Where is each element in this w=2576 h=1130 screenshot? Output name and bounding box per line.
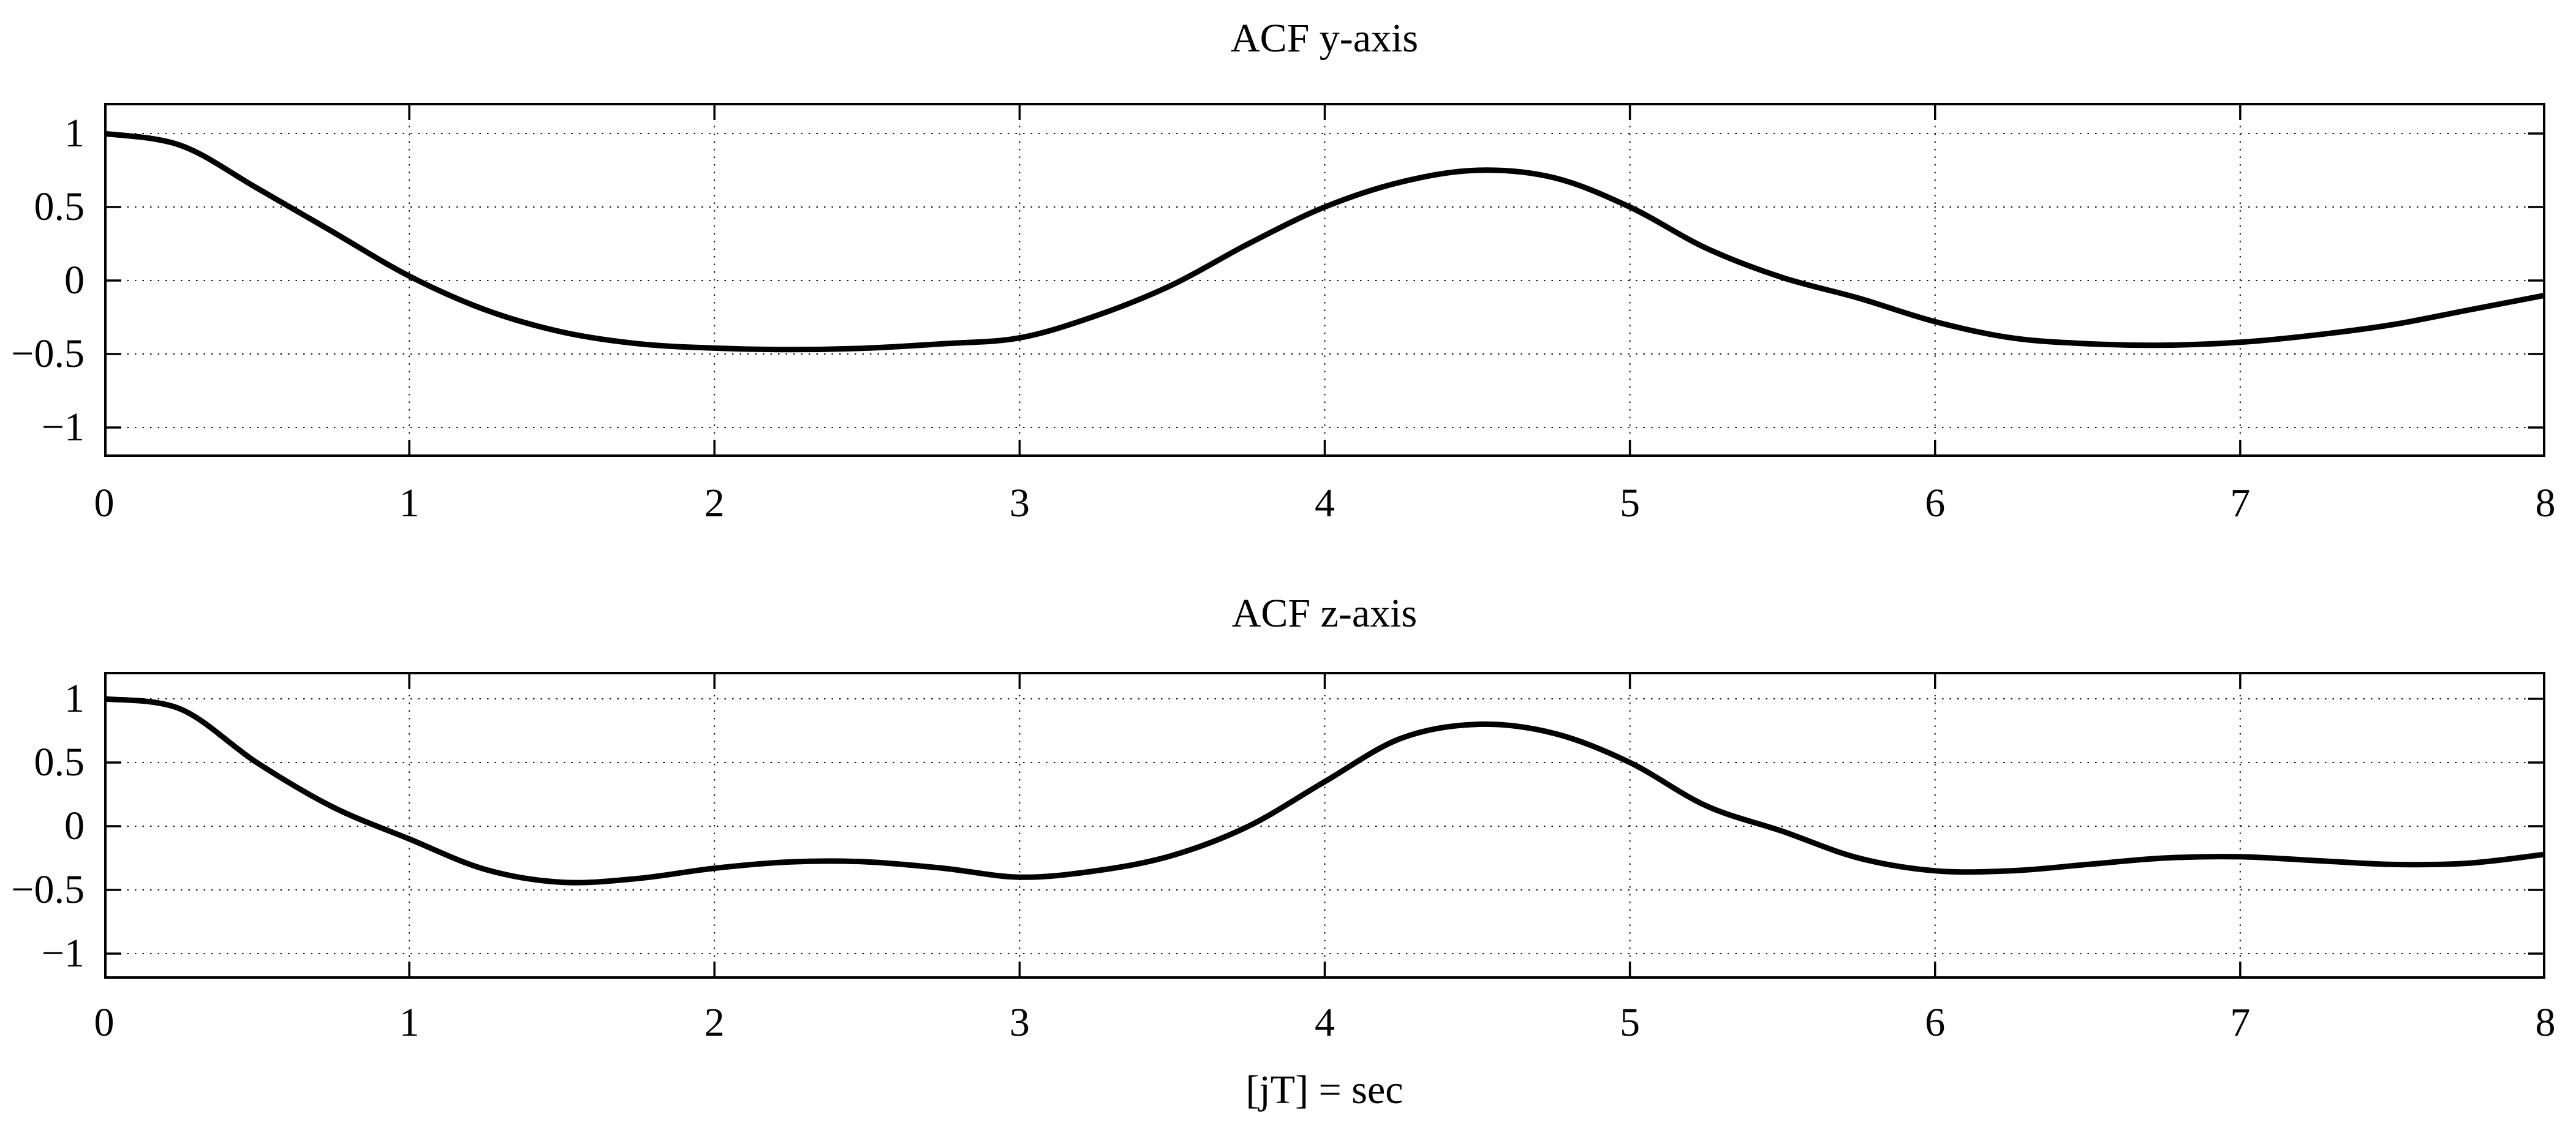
x-tick-label: 4 — [1315, 481, 1335, 525]
subplot2-axes — [104, 672, 2545, 979]
subplot2-title: ACF z-axis — [1231, 591, 1418, 636]
grid — [104, 672, 2545, 979]
y-tick-label: −0.5 — [11, 331, 85, 376]
x-tick-label: 2 — [704, 1000, 725, 1045]
y-tick-label: 0 — [64, 804, 85, 848]
y-tick-label: 0.5 — [34, 740, 85, 785]
subplot1-title: ACF y-axis — [1230, 16, 1419, 61]
x-tick-label: 3 — [1009, 1000, 1030, 1045]
x-tick-label: 7 — [2230, 1000, 2251, 1045]
x-tick-label: 4 — [1315, 1000, 1335, 1045]
axes-border — [104, 672, 2545, 979]
x-tick-label: 8 — [2535, 481, 2556, 525]
subplot1-axes — [104, 103, 2545, 457]
y-tick-label: 1 — [64, 676, 85, 721]
x-tick-label: 6 — [1925, 1000, 1946, 1045]
x-tick-label: 2 — [704, 481, 725, 525]
tick-marks — [104, 103, 2545, 457]
x-tick-label: 0 — [94, 481, 115, 525]
x-tick-label: 5 — [1620, 481, 1641, 525]
x-tick-label: 1 — [399, 1000, 420, 1045]
x-tick-label: 6 — [1925, 481, 1946, 525]
axes-border — [104, 103, 2545, 457]
grid — [104, 103, 2545, 457]
y-tick-label: 1 — [64, 111, 85, 156]
x-tick-label: 7 — [2230, 481, 2251, 525]
tick-marks — [104, 672, 2545, 979]
x-tick-label: 1 — [399, 481, 420, 525]
y-tick-label: −1 — [41, 405, 85, 450]
acf-curve — [104, 130, 2545, 353]
y-tick-label: −1 — [41, 931, 85, 976]
y-tick-label: −0.5 — [11, 867, 85, 912]
x-axis-label: [jT] = sec — [1245, 1068, 1403, 1112]
acf-curve — [104, 696, 2545, 886]
x-tick-label: 5 — [1620, 1000, 1641, 1045]
x-tick-label: 0 — [94, 1000, 115, 1045]
x-tick-label: 8 — [2535, 1000, 2556, 1045]
y-tick-label: 0 — [64, 258, 85, 303]
y-tick-label: 0.5 — [34, 184, 85, 229]
x-tick-label: 3 — [1009, 481, 1030, 525]
